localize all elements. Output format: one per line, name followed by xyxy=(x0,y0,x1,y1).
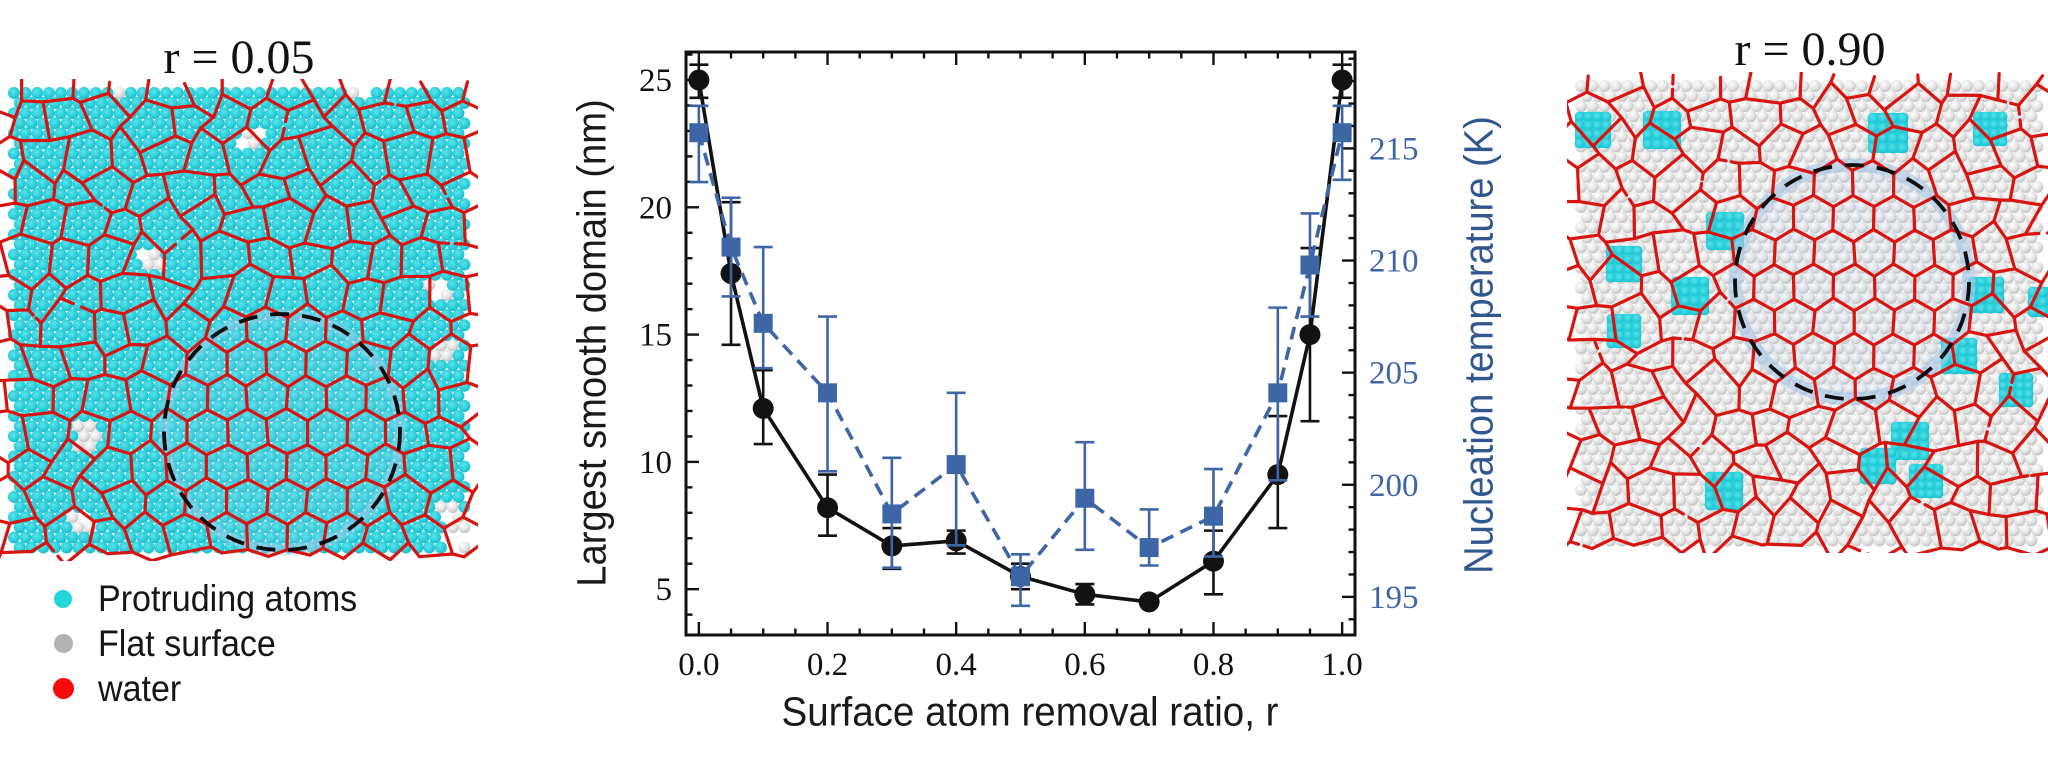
legend: Protruding atoms Flat surface water xyxy=(52,576,380,711)
x-axis-title: Surface atom removal ratio, r xyxy=(781,688,1279,735)
water-network xyxy=(1567,72,2048,553)
left-simulation-snapshot xyxy=(0,79,478,561)
ice-nucleus-dashed-circle xyxy=(162,312,402,552)
svg-text:15: 15 xyxy=(639,318,672,354)
right-simulation-snapshot xyxy=(1567,72,2048,553)
svg-text:5: 5 xyxy=(656,572,673,608)
svg-text:25: 25 xyxy=(639,63,672,99)
svg-text:0.4: 0.4 xyxy=(936,647,977,683)
right-panel-title: r = 0.90 xyxy=(1734,23,1886,76)
right-y-axis-title: Nucleation temperature (K) xyxy=(1455,116,1502,574)
svg-text:0.8: 0.8 xyxy=(1193,647,1234,683)
line-chart: 0.0 0.2 0.4 0.6 0.8 1.0 5 10 15 20 25 195 200 205 210 2… xyxy=(639,50,1419,683)
legend-item-water: water xyxy=(52,666,380,711)
legend-item-protruding-atoms: Protruding atoms xyxy=(52,576,380,621)
svg-text:210: 210 xyxy=(1369,244,1419,280)
protruding-atoms-dot-icon xyxy=(54,589,72,608)
left-y-axis-title: Largest smooth domain (nm) xyxy=(568,99,615,587)
water-dot-icon xyxy=(52,678,74,699)
left-panel-title: r = 0.05 xyxy=(163,31,315,84)
svg-text:1.0: 1.0 xyxy=(1322,647,1363,683)
svg-text:0.2: 0.2 xyxy=(807,647,848,683)
water-network xyxy=(0,79,478,561)
legend-item-flat-surface: Flat surface xyxy=(52,621,380,666)
svg-text:0.6: 0.6 xyxy=(1064,647,1105,683)
chart-axes: 0.0 0.2 0.4 0.6 0.8 1.0 5 10 15 20 25 195 200 205 210 2… xyxy=(639,50,1419,683)
svg-text:200: 200 xyxy=(1369,468,1419,504)
svg-text:0.0: 0.0 xyxy=(678,647,719,683)
svg-text:195: 195 xyxy=(1369,580,1419,616)
svg-text:205: 205 xyxy=(1369,356,1419,392)
svg-text:215: 215 xyxy=(1369,131,1419,167)
legend-label: Protruding atoms xyxy=(98,577,358,619)
series-largest-smooth-domain xyxy=(688,63,1353,613)
legend-label: Flat surface xyxy=(98,622,276,664)
svg-text:10: 10 xyxy=(639,445,672,481)
series-nucleation-temperature xyxy=(689,104,1352,608)
legend-label: water xyxy=(98,667,182,709)
svg-text:20: 20 xyxy=(639,190,672,226)
flat-surface-dot-icon xyxy=(53,634,73,653)
ice-nucleus-dashed-circle xyxy=(1733,163,1971,401)
